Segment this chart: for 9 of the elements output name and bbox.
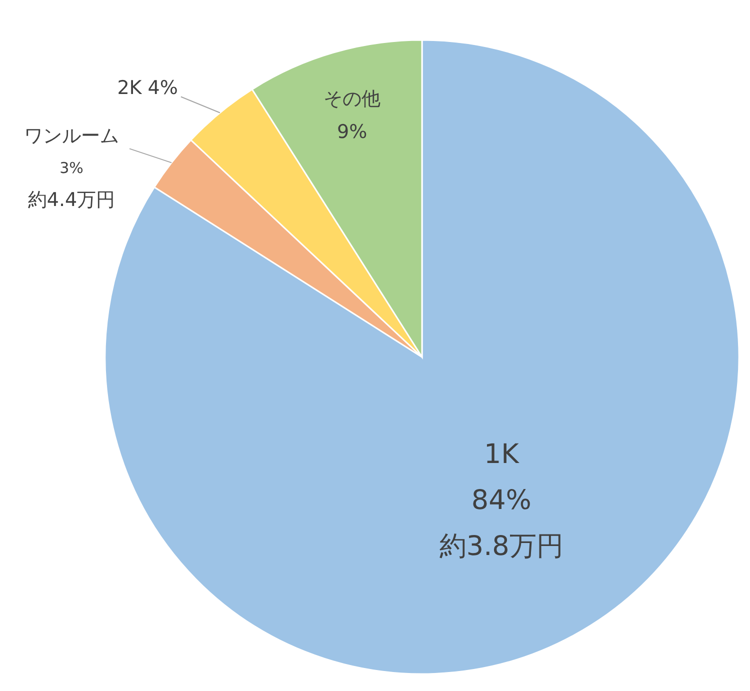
text: 約3.8万円 [439, 530, 564, 562]
data-label: 3% [60, 158, 84, 177]
data-label: 84% [471, 484, 532, 516]
text: 約4.4万円 [28, 188, 116, 211]
slice-label: ワンルーム [24, 124, 120, 147]
slice-label: 1K [484, 438, 520, 470]
slice-label: 2K 4% [117, 76, 178, 99]
data-label: 9% [337, 121, 368, 144]
slice-label: その他 [324, 88, 381, 110]
